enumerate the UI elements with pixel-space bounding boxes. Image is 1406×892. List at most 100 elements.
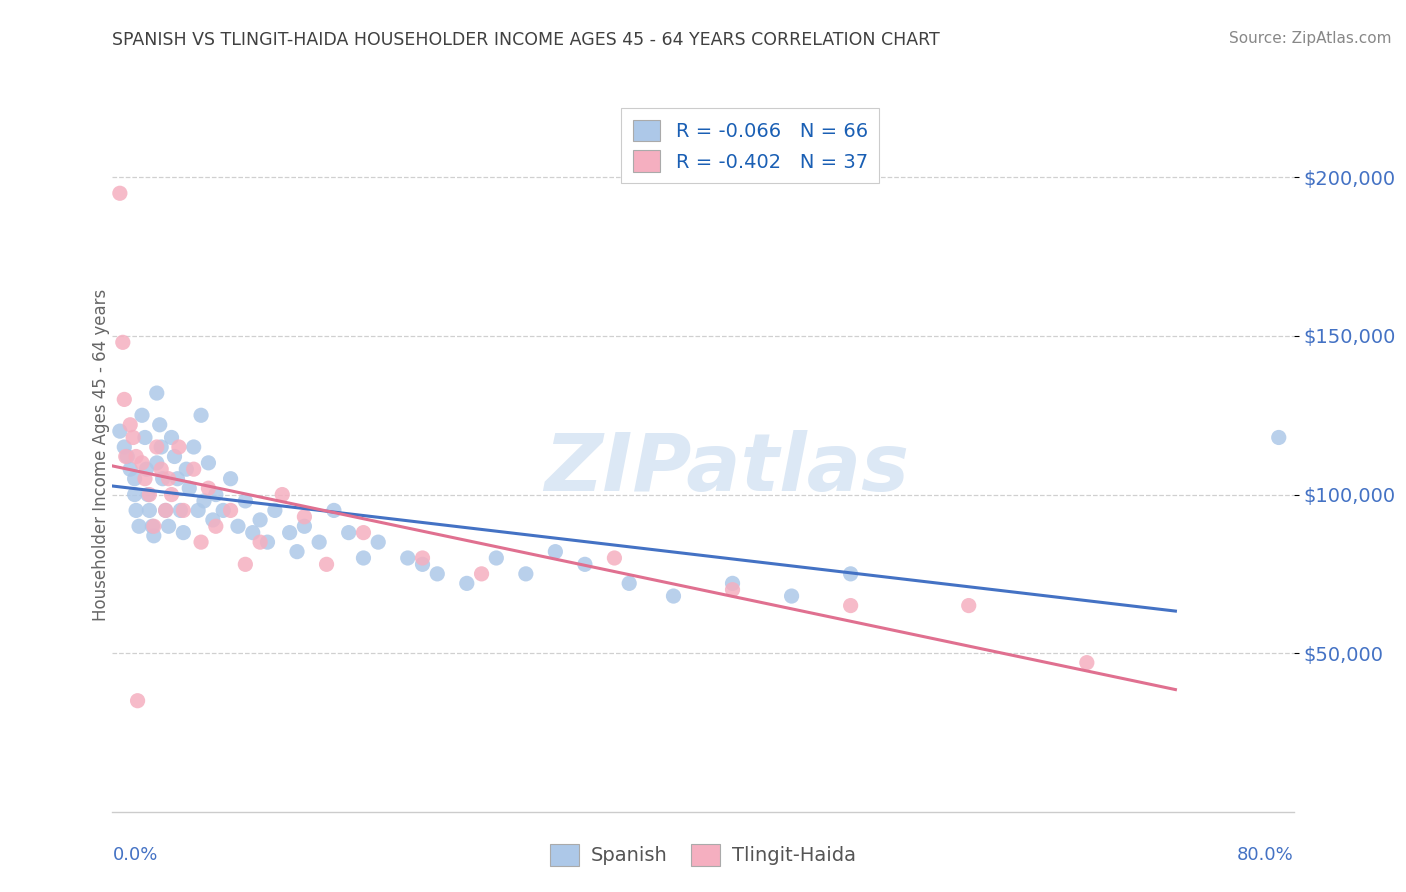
Point	[150, 462, 173, 476]
Point	[285, 544, 308, 558]
Point	[226, 519, 249, 533]
Text: 80.0%: 80.0%	[1237, 846, 1294, 863]
Point	[308, 535, 330, 549]
Point	[323, 503, 346, 517]
Point	[146, 386, 169, 401]
Point	[544, 544, 567, 558]
Point	[603, 551, 626, 566]
Point	[125, 503, 148, 517]
Point	[111, 335, 134, 350]
Point	[187, 503, 209, 517]
Point	[292, 519, 315, 533]
Text: ZIPatlas: ZIPatlas	[544, 430, 910, 508]
Text: SPANISH VS TLINGIT-HAIDA HOUSEHOLDER INCOME AGES 45 - 64 YEARS CORRELATION CHART: SPANISH VS TLINGIT-HAIDA HOUSEHOLDER INC…	[112, 31, 941, 49]
Point	[426, 566, 449, 581]
Point	[264, 503, 287, 517]
Point	[172, 525, 194, 540]
Point	[721, 582, 744, 597]
Point	[619, 576, 641, 591]
Point	[1268, 430, 1291, 444]
Point	[190, 409, 212, 423]
Point	[112, 392, 135, 407]
Point	[166, 472, 188, 486]
Point	[662, 589, 685, 603]
Point	[352, 551, 374, 566]
Point	[146, 440, 169, 454]
Point	[249, 535, 271, 549]
Point	[271, 487, 294, 501]
Point	[138, 503, 160, 517]
Point	[112, 440, 135, 454]
Point	[574, 558, 596, 572]
Point	[219, 472, 242, 486]
Point	[124, 472, 146, 486]
Point	[315, 558, 337, 572]
Point	[152, 472, 174, 486]
Point	[839, 566, 862, 581]
Point	[205, 519, 228, 533]
Point	[183, 462, 205, 476]
Point	[485, 551, 508, 566]
Point	[122, 430, 145, 444]
Point	[108, 186, 131, 201]
Point	[1076, 656, 1098, 670]
Point	[367, 535, 389, 549]
Point	[135, 462, 157, 476]
Point	[190, 535, 212, 549]
Point	[124, 487, 146, 501]
Point	[160, 487, 183, 501]
Point	[780, 589, 803, 603]
Point	[197, 481, 219, 495]
Point	[127, 694, 149, 708]
Point	[278, 525, 301, 540]
Point	[839, 599, 862, 613]
Point	[157, 519, 180, 533]
Point	[233, 494, 256, 508]
Point	[212, 503, 235, 517]
Point	[114, 450, 136, 464]
Point	[134, 430, 156, 444]
Point	[142, 519, 165, 533]
Point	[117, 450, 138, 464]
Text: Source: ZipAtlas.com: Source: ZipAtlas.com	[1229, 31, 1392, 46]
Point	[169, 503, 191, 517]
Point	[172, 503, 194, 517]
Point	[352, 525, 374, 540]
Point	[233, 558, 256, 572]
Point	[219, 503, 242, 517]
Text: 0.0%: 0.0%	[112, 846, 157, 863]
Point	[337, 525, 360, 540]
Point	[721, 576, 744, 591]
Point	[131, 456, 153, 470]
Point	[242, 525, 264, 540]
Y-axis label: Householder Income Ages 45 - 64 years: Householder Income Ages 45 - 64 years	[93, 289, 110, 621]
Point	[142, 529, 165, 543]
Point	[128, 519, 150, 533]
Legend: Spanish, Tlingit-Haida: Spanish, Tlingit-Haida	[543, 837, 863, 873]
Point	[149, 417, 172, 432]
Point	[108, 424, 131, 438]
Point	[456, 576, 478, 591]
Point	[138, 487, 160, 501]
Point	[957, 599, 980, 613]
Point	[201, 513, 224, 527]
Legend: R = -0.066   N = 66, R = -0.402   N = 37: R = -0.066 N = 66, R = -0.402 N = 37	[621, 108, 879, 183]
Point	[197, 456, 219, 470]
Point	[134, 472, 156, 486]
Point	[141, 519, 163, 533]
Point	[292, 509, 315, 524]
Point	[160, 430, 183, 444]
Point	[150, 440, 173, 454]
Point	[120, 417, 142, 432]
Point	[174, 462, 197, 476]
Point	[205, 487, 228, 501]
Point	[193, 494, 215, 508]
Point	[396, 551, 419, 566]
Point	[167, 440, 190, 454]
Point	[136, 487, 159, 501]
Point	[163, 450, 186, 464]
Point	[131, 409, 153, 423]
Point	[249, 513, 271, 527]
Point	[155, 503, 177, 517]
Point	[125, 450, 148, 464]
